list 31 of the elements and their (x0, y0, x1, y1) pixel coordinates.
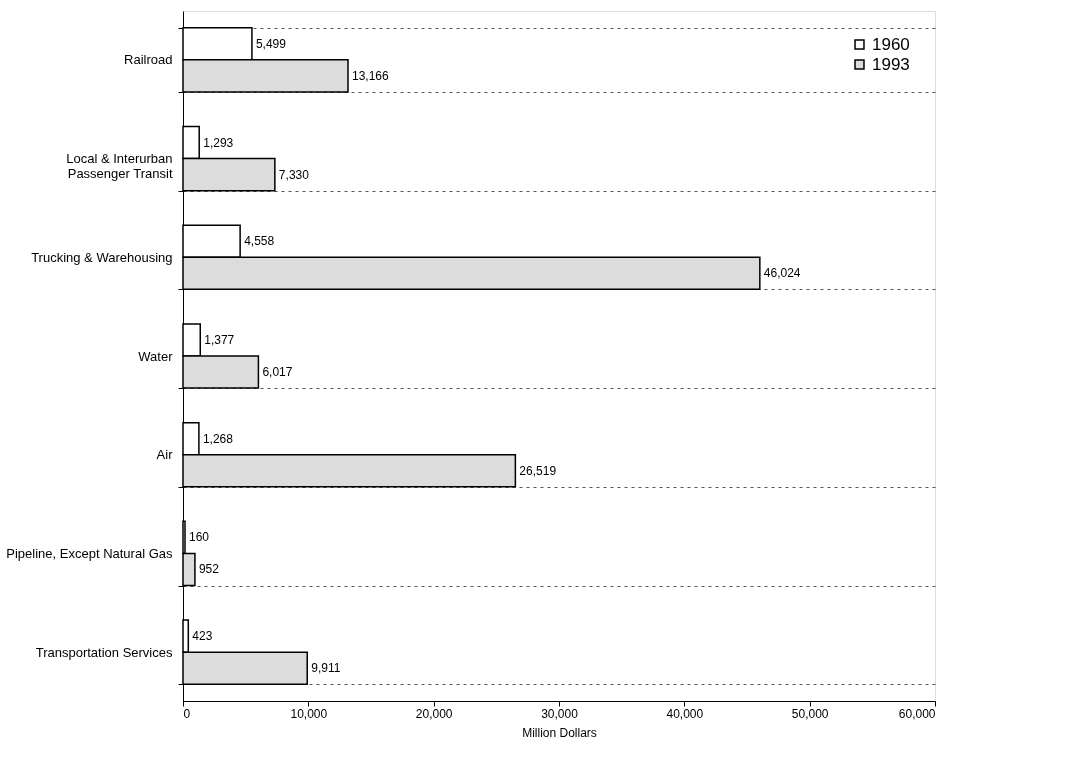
x-axis-title: Million Dollars (522, 725, 597, 740)
data-label: 160 (189, 530, 210, 545)
x-tick-label: 50,000 (791, 706, 829, 721)
y-tick-label: Pipeline, Except Natural Gas (6, 545, 173, 561)
x-tick-label: 40,000 (666, 706, 704, 721)
x-tick-label: 20,000 (415, 706, 453, 721)
data-label: 5,499 (255, 36, 287, 51)
y-tick-label: Air (156, 447, 174, 463)
legend-label: 1960 (872, 34, 910, 54)
data-label: 1,293 (203, 135, 234, 150)
data-label: 9,911 (311, 661, 341, 676)
data-label: 7,330 (278, 167, 310, 182)
x-tick-label: 10,000 (290, 706, 328, 721)
data-label: 952 (198, 562, 220, 577)
y-tick-label: Water (138, 348, 174, 364)
y-tick-label: Trucking & Warehousing (31, 249, 173, 265)
y-tick-label: Railroad (124, 52, 173, 68)
x-tick-label: 60,000 (898, 706, 936, 721)
y-tick-label: Local & Interurban Passenger Transit (66, 151, 173, 182)
data-label: 1,268 (202, 431, 234, 446)
legend-label: 1993 (872, 54, 910, 74)
y-tick-label: Transportation Services (35, 644, 173, 660)
data-label: 13,166 (352, 68, 390, 83)
data-label: 1,377 (204, 332, 235, 347)
x-tick-label: 30,000 (541, 706, 579, 721)
data-label: 4,558 (244, 234, 275, 249)
data-label: 46,024 (763, 266, 801, 281)
data-label: 6,017 (262, 365, 293, 380)
data-label: 26,519 (519, 463, 557, 478)
x-tick-label: 0 (183, 706, 191, 721)
data-label: 423 (192, 629, 213, 644)
